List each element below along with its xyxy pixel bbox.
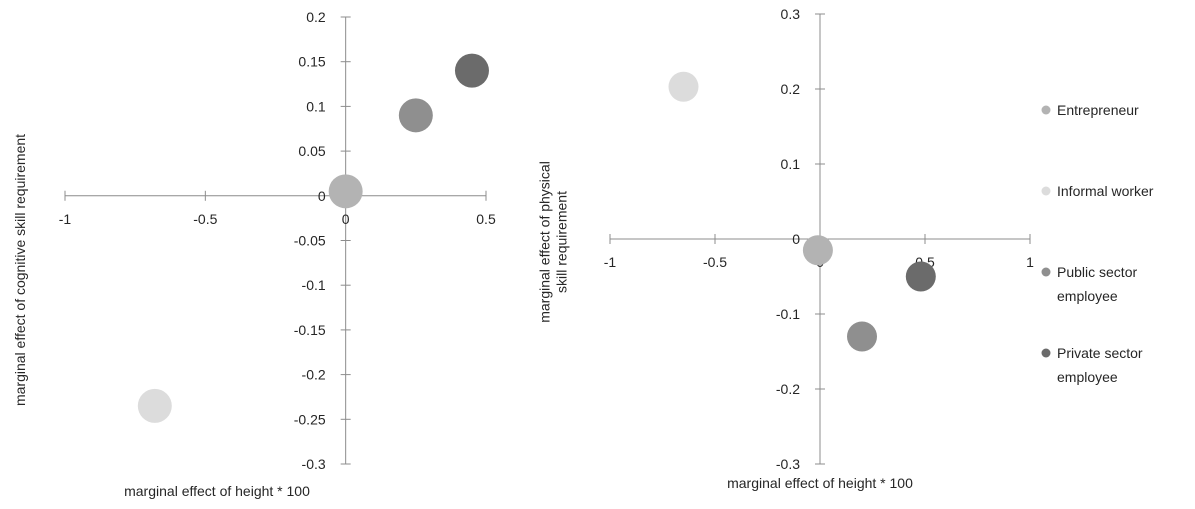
y-axis-title: marginal effect of physicalskill require… [537,161,570,323]
y-tick-label: 0.2 [306,9,326,25]
legend-label: Informal worker [1057,183,1154,199]
legend-label: Public sector employee [1057,264,1137,304]
y-tick-label: -0.3 [302,456,326,472]
x-tick-label: 0 [342,211,350,227]
y-tick-label: 0.1 [306,98,326,114]
text-line: employee [1057,288,1118,304]
y-tick-label: 0.3 [781,6,801,22]
x-tick-label: -0.5 [193,211,217,227]
legend-marker [1041,105,1051,115]
point-informal-worker [137,388,172,423]
y-tick-label: -0.1 [302,277,326,293]
y-axis-title: marginal effect of cognitive skill requi… [12,134,28,406]
point-entrepreneur [328,174,363,209]
legend-label: Private sector employee [1057,345,1143,385]
y-tick-label: -0.05 [294,233,326,249]
text-line: Private sector [1057,345,1143,361]
legend-marker [1041,348,1051,358]
x-axis-title: marginal effect of height * 100 [124,483,310,499]
legend-label: Entrepreneur [1057,102,1139,118]
y-tick-label: 0 [318,188,326,204]
y-tick-label: 0.05 [298,143,325,159]
y-tick-label: -0.2 [776,381,800,397]
legend-marker [1041,186,1051,196]
y-tick-label: -0.15 [294,322,326,338]
y-tick-label: 0 [792,231,800,247]
x-tick-label: -1 [59,211,72,227]
point-public-sector-employee [847,321,877,352]
y-tick-label: -0.2 [302,367,326,383]
text-line: employee [1057,369,1118,385]
cognitive-skill-chart: -1 -0.5 0 0.5 0.2 0.15 0.1 0.05 0 -0.05 -0.1 -0.15 -… [12,9,496,499]
y-tick-label: -0.1 [776,306,800,322]
point-private-sector-employee [905,261,936,292]
legend-marker [1041,267,1051,277]
x-tick-label: -1 [604,254,617,270]
x-tick-label: 0.5 [476,211,496,227]
point-public-sector-employee [398,98,433,133]
text-line: skill requirement [554,191,570,293]
x-tick-label: -0.5 [703,254,727,270]
y-tick-label: 0.2 [781,81,801,97]
physical-skill-chart: -1-0.500.510.30.20.10-0.1-0.2-0.3margina… [537,6,1035,491]
point-entrepreneur [802,235,833,266]
point-informal-worker [668,71,699,102]
legend: Entrepreneur Informal worker Public sector… [1041,102,1154,385]
x-tick-label: 1 [1026,254,1034,270]
text-line: marginal effect of physical [537,161,553,323]
point-private-sector-employee [454,53,489,88]
text-line: Public sector [1057,264,1137,280]
x-axis-title: marginal effect of height * 100 [727,475,913,491]
y-tick-label: -0.25 [294,411,326,427]
y-tick-label: -0.3 [776,456,800,472]
y-tick-label: 0.15 [298,54,325,70]
y-tick-label: 0.1 [781,156,801,172]
